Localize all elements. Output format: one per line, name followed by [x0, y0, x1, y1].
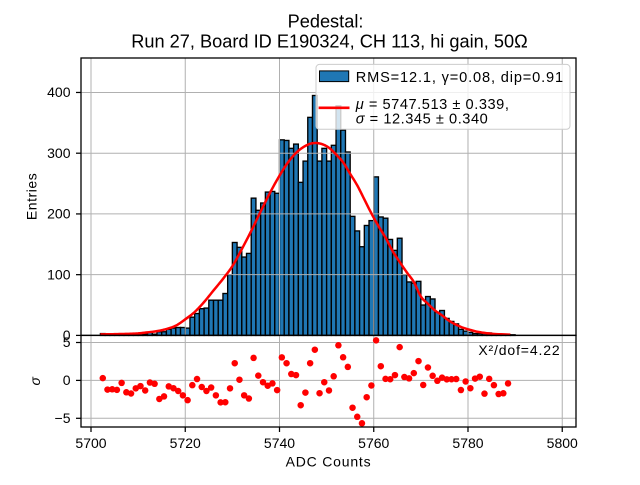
svg-text:5760: 5760	[358, 435, 389, 451]
svg-text:0: 0	[63, 327, 71, 343]
svg-text:X²/dof=4.22: X²/dof=4.22	[478, 342, 560, 358]
svg-text:5720: 5720	[170, 435, 201, 451]
svg-text:Pedestal:: Pedestal:	[288, 12, 364, 32]
svg-text:RMS=12.1, γ=0.08, dip=0.91: RMS=12.1, γ=0.08, dip=0.91	[356, 70, 564, 86]
svg-text:5700: 5700	[75, 435, 106, 451]
svg-text:σ: σ	[27, 377, 43, 386]
svg-text:Entries: Entries	[24, 173, 40, 220]
svg-text:400: 400	[47, 84, 71, 100]
svg-text:μ = 5747.513 ± 0.339,: μ = 5747.513 ± 0.339,	[355, 97, 510, 113]
svg-text:300: 300	[47, 145, 71, 161]
svg-text:5780: 5780	[452, 435, 483, 451]
svg-text:100: 100	[47, 266, 71, 282]
svg-text:σ = 12.345 ± 0.340: σ = 12.345 ± 0.340	[356, 111, 489, 127]
svg-text:ADC Counts: ADC Counts	[286, 454, 372, 470]
svg-text:5: 5	[63, 334, 71, 350]
svg-text:5800: 5800	[547, 435, 578, 451]
svg-text:−5: −5	[55, 410, 71, 426]
svg-text:200: 200	[47, 206, 71, 222]
svg-text:0: 0	[63, 372, 71, 388]
svg-text:5740: 5740	[264, 435, 295, 451]
svg-text:Run 27, Board ID E190324, CH 1: Run 27, Board ID E190324, CH 113, hi gai…	[131, 31, 527, 51]
